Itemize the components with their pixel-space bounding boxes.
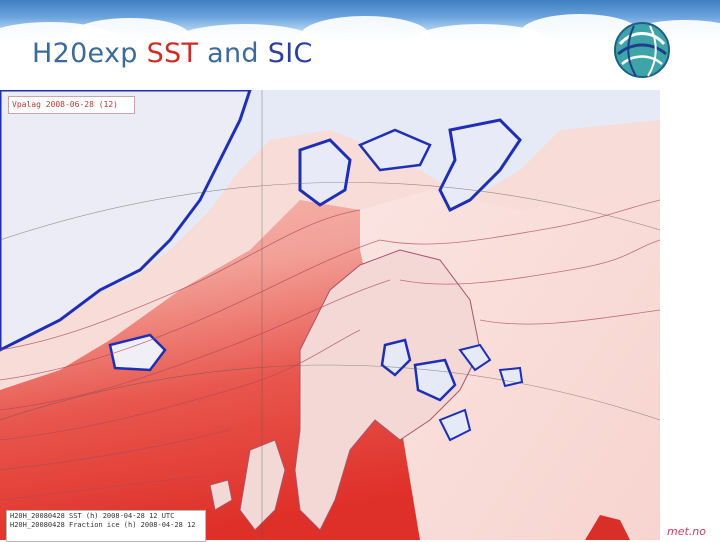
- title-prefix: H20exp: [32, 38, 138, 69]
- slide-title: H20exp SST and SIC: [32, 38, 313, 69]
- greenland: [0, 90, 252, 352]
- lake-ice-4: [498, 366, 524, 388]
- map-label-bottom: H20H_20080428 SST (h) 2008-04-28 12 UTC …: [6, 510, 206, 542]
- ireland: [209, 479, 233, 511]
- scandinavia: [294, 249, 481, 531]
- sst-contours: [0, 199, 660, 501]
- warm-patch: [585, 515, 630, 540]
- sst-sic-map: [0, 90, 660, 540]
- map-graticule: [0, 90, 660, 540]
- globe-swirl-icon: [614, 22, 670, 78]
- british-isles: [239, 439, 286, 531]
- map-label-line-1: H20H_20080428 SST (h) 2008-04-28 12 UTC: [10, 512, 175, 520]
- barents-sea: [360, 90, 660, 540]
- lake-ice-5: [438, 408, 472, 442]
- iceland: [108, 333, 167, 372]
- novaya-zemlya: [438, 118, 522, 213]
- lake-ice-2: [413, 358, 457, 402]
- title-sst: SST: [146, 38, 199, 69]
- lake-ice-3: [458, 343, 492, 372]
- map-label-line-2: H20H_20080428 Fraction ice (h) 2008-04-2…: [10, 521, 196, 529]
- map-canvas: [0, 90, 660, 540]
- footer-credit: met.no: [667, 525, 706, 538]
- svalbard: [298, 138, 352, 207]
- title-sic: SIC: [267, 38, 313, 69]
- map-label-top: Vpalag 2008-06-28 (12): [8, 96, 135, 114]
- title-and: and: [207, 38, 259, 69]
- franz-josef-land: [357, 128, 432, 172]
